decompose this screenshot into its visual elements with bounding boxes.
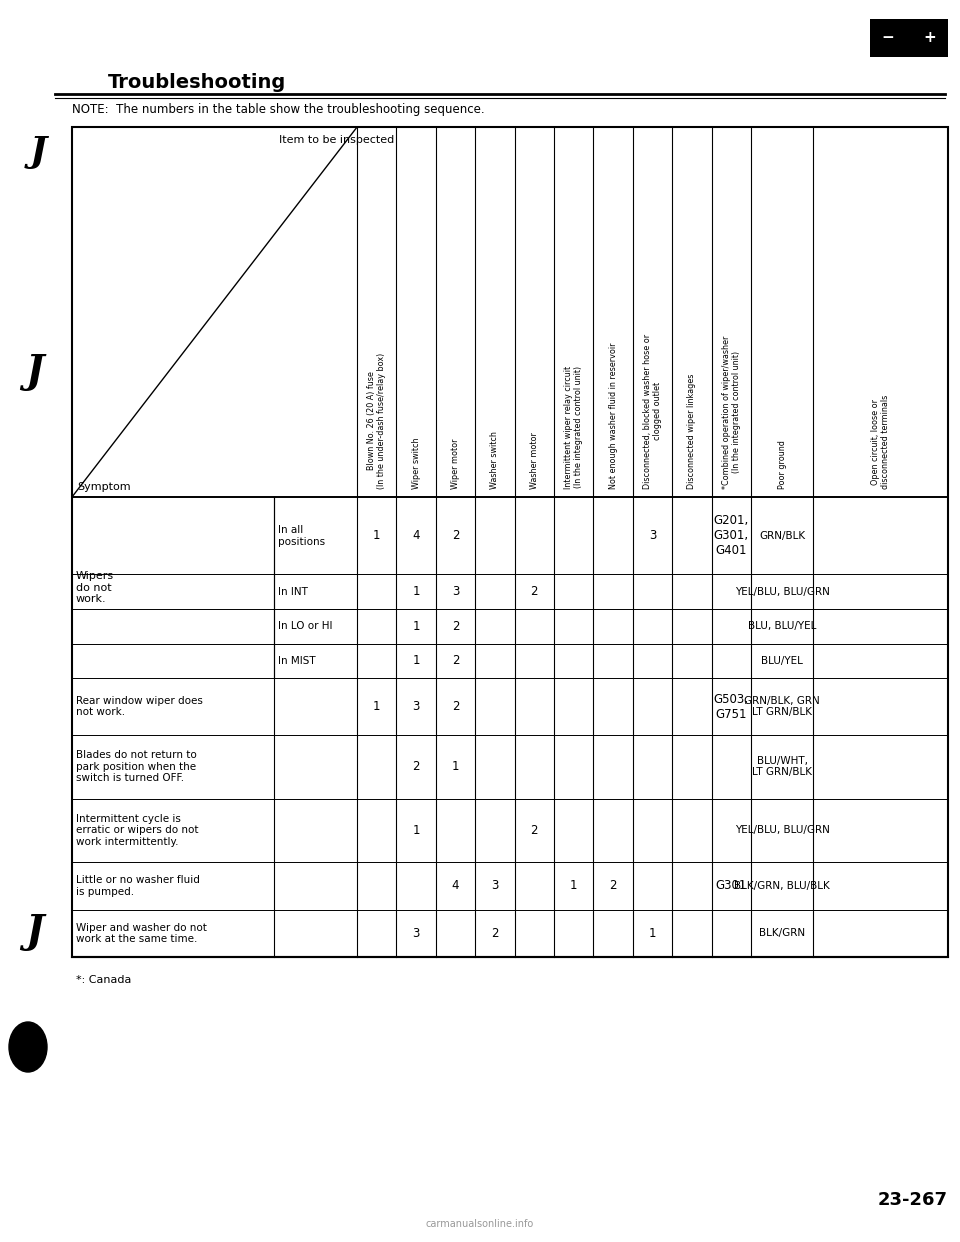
Text: −: − [881, 31, 895, 46]
Text: Not enough washer fluid in reservoir: Not enough washer fluid in reservoir [609, 343, 617, 489]
Text: Rear window wiper does
not work.: Rear window wiper does not work. [76, 696, 203, 718]
Text: 2: 2 [452, 529, 459, 543]
Text: BLK/GRN: BLK/GRN [759, 928, 805, 938]
Text: NOTE:  The numbers in the table show the troubleshooting sequence.: NOTE: The numbers in the table show the … [72, 103, 485, 117]
Text: 2: 2 [452, 655, 459, 667]
Text: G201,
G301,
G401: G201, G301, G401 [713, 514, 749, 558]
Text: Blown No. 26 (20 A) fuse
(In the under-dash fuse/relay box): Blown No. 26 (20 A) fuse (In the under-d… [367, 353, 387, 489]
Text: 23-267: 23-267 [878, 1191, 948, 1208]
Text: In all
positions: In all positions [278, 525, 325, 546]
Text: 2: 2 [413, 760, 420, 773]
Text: 4: 4 [452, 879, 459, 893]
Text: J: J [25, 913, 43, 951]
Text: GRN/BLK, GRN
LT GRN/BLK: GRN/BLK, GRN LT GRN/BLK [744, 696, 820, 718]
Text: In MIST: In MIST [278, 656, 316, 666]
Text: Intermittent wiper relay circuit
(In the integrated control unit): Intermittent wiper relay circuit (In the… [564, 366, 584, 489]
Bar [72, 127, 948, 958]
Text: 3: 3 [492, 879, 498, 893]
Text: 2: 2 [492, 927, 498, 940]
Text: 3: 3 [649, 529, 657, 543]
Text: GRN/BLK: GRN/BLK [759, 530, 805, 540]
Text: Washer switch: Washer switch [491, 431, 499, 489]
Text: In LO or HI: In LO or HI [278, 621, 333, 631]
Text: BLU, BLU/YEL: BLU, BLU/YEL [748, 621, 816, 631]
Text: 1: 1 [373, 700, 380, 713]
Text: 1: 1 [413, 823, 420, 837]
Text: *: Canada: *: Canada [76, 975, 132, 985]
Bar [870, 19, 948, 57]
Text: 2: 2 [610, 879, 617, 893]
Text: Wipers
do not
work.: Wipers do not work. [76, 571, 114, 605]
Text: 2: 2 [452, 620, 459, 633]
Text: G301: G301 [715, 879, 747, 893]
Text: Little or no washer fluid
is pumped.: Little or no washer fluid is pumped. [76, 876, 200, 897]
Text: J: J [25, 353, 43, 391]
Text: Disconnected wiper linkages: Disconnected wiper linkages [687, 374, 696, 489]
Text: G503,
G751: G503, G751 [714, 693, 749, 720]
Text: 1: 1 [452, 760, 459, 773]
Text: Wiper switch: Wiper switch [412, 437, 420, 489]
Text: 1: 1 [373, 529, 380, 543]
Text: BLU/YEL: BLU/YEL [761, 656, 804, 666]
Text: Blades do not return to
park position when the
switch is turned OFF.: Blades do not return to park position wh… [76, 750, 197, 784]
Text: Poor ground: Poor ground [778, 440, 786, 489]
Text: +: + [924, 31, 936, 46]
Text: 1: 1 [649, 927, 657, 940]
Text: 1: 1 [413, 585, 420, 599]
Text: BLU/WHT,
LT GRN/BLK: BLU/WHT, LT GRN/BLK [752, 756, 812, 777]
Text: Symptom: Symptom [77, 482, 131, 492]
Text: 1: 1 [570, 879, 578, 893]
Text: In INT: In INT [278, 586, 308, 596]
Text: Washer motor: Washer motor [530, 432, 539, 489]
Text: 4: 4 [413, 529, 420, 543]
Text: 3: 3 [413, 700, 420, 713]
Text: 1: 1 [413, 620, 420, 633]
Text: BLK/GRN, BLU/BLK: BLK/GRN, BLU/BLK [734, 881, 830, 891]
Text: Wiper motor: Wiper motor [451, 438, 460, 489]
Text: carmanualsonline.info: carmanualsonline.info [426, 1218, 534, 1230]
Text: *Combined operation of wiper/washer
(In the integrated control unit): *Combined operation of wiper/washer (In … [722, 335, 741, 489]
Text: Wiper and washer do not
work at the same time.: Wiper and washer do not work at the same… [76, 923, 206, 944]
Text: Disconnected, blocked washer hose or
clogged outlet: Disconnected, blocked washer hose or clo… [643, 334, 662, 489]
Text: 2: 2 [452, 700, 459, 713]
Text: 3: 3 [413, 927, 420, 940]
Text: Troubleshooting: Troubleshooting [108, 72, 286, 92]
Text: J: J [30, 135, 47, 169]
Text: Open circuit, loose or
disconnected terminals: Open circuit, loose or disconnected term… [871, 395, 890, 489]
Ellipse shape [9, 1022, 47, 1072]
Text: Intermittent cycle is
erratic or wipers do not
work intermittently.: Intermittent cycle is erratic or wipers … [76, 814, 199, 847]
Text: 2: 2 [531, 823, 539, 837]
Text: Item to be inspected: Item to be inspected [279, 135, 395, 145]
Text: 1: 1 [413, 655, 420, 667]
Text: YEL/BLU, BLU/GRN: YEL/BLU, BLU/GRN [734, 826, 829, 836]
Text: YEL/BLU, BLU/GRN: YEL/BLU, BLU/GRN [734, 586, 829, 596]
Text: 3: 3 [452, 585, 459, 599]
Text: 2: 2 [531, 585, 539, 599]
